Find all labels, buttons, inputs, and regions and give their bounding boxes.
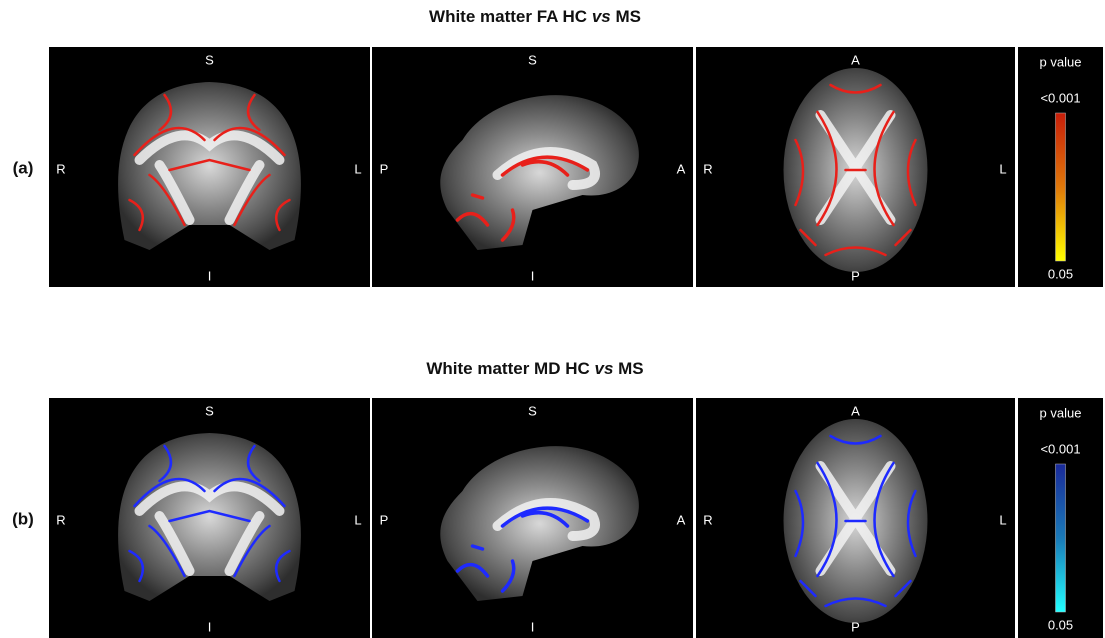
orientation-label: R [703, 161, 712, 176]
brain-view: S I P A [372, 47, 693, 287]
orientation-label: P [380, 161, 389, 176]
colorbar-title: p value [1040, 405, 1082, 420]
panel: White matter MD HC vs MS (b) S I R L S I P A A P R Lp… [12, 359, 1103, 638]
orientation-label: R [56, 161, 65, 176]
brain-view: A P R L [696, 47, 1015, 287]
orientation-label: P [380, 512, 389, 527]
panel-label: (b) [12, 509, 34, 528]
brain-view: S I P A [372, 398, 693, 638]
orientation-label: I [531, 268, 535, 283]
title-italic: vs [592, 7, 611, 26]
brain-view: A P R L [696, 398, 1015, 638]
panel-title: White matter MD HC vs MS [426, 359, 643, 378]
orientation-label: P [851, 619, 860, 634]
orientation-label: I [531, 619, 535, 634]
title-text: White matter FA HC [429, 7, 592, 26]
orientation-label: A [851, 403, 860, 418]
title-italic: vs [594, 359, 613, 378]
title-text: White matter MD HC [426, 359, 594, 378]
brain-view: S I R L [49, 47, 370, 287]
panel-title: White matter FA HC vs MS [429, 7, 641, 26]
colorbar-max-label: <0.001 [1040, 90, 1080, 105]
colorbar-gradient [1056, 464, 1066, 612]
title-text: MS [611, 7, 641, 26]
panel: White matter FA HC vs MS (a) S I R L S I P A A P R Lp… [13, 7, 1103, 287]
colorbar-max-label: <0.001 [1040, 441, 1080, 456]
orientation-label: S [205, 403, 214, 418]
orientation-label: S [205, 52, 214, 67]
orientation-label: R [703, 512, 712, 527]
title-text: MS [613, 359, 643, 378]
colorbar-gradient [1056, 113, 1066, 261]
orientation-label: R [56, 512, 65, 527]
orientation-label: A [677, 512, 686, 527]
brain-slice [118, 433, 301, 601]
figure: White matter FA HC vs MS (a) S I R L S I P A A P R Lp… [0, 0, 1105, 638]
orientation-label: L [354, 161, 361, 176]
orientation-label: I [208, 268, 212, 283]
colorbar: p value <0.001 0.05 [1018, 47, 1103, 287]
panel-label: (a) [13, 158, 34, 177]
orientation-label: S [528, 403, 537, 418]
colorbar-title: p value [1040, 54, 1082, 69]
orientation-label: P [851, 268, 860, 283]
orientation-label: L [354, 512, 361, 527]
orientation-label: S [528, 52, 537, 67]
orientation-label: A [851, 52, 860, 67]
orientation-label: L [999, 512, 1006, 527]
colorbar: p value <0.001 0.05 [1018, 398, 1103, 638]
orientation-label: A [677, 161, 686, 176]
brain-view: S I R L [49, 398, 370, 638]
brain-slice [118, 82, 301, 250]
colorbar-min-label: 0.05 [1048, 266, 1073, 281]
colorbar-min-label: 0.05 [1048, 617, 1073, 632]
orientation-label: I [208, 619, 212, 634]
orientation-label: L [999, 161, 1006, 176]
